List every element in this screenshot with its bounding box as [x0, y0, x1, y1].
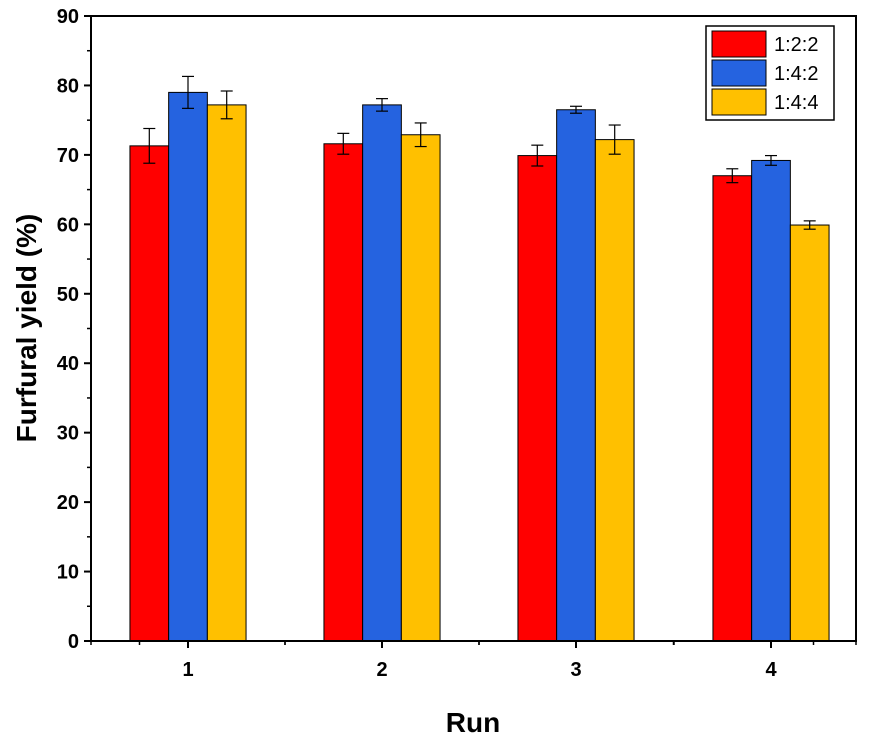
error-bar-run-4-1-2-2 — [726, 168, 739, 184]
legend: 1:2:2 1:4:2 1:4:4 — [705, 25, 835, 121]
error-bar-run-3-1-4-4 — [608, 124, 621, 155]
y-tick-label-50: 50 — [57, 284, 79, 306]
y-tick-label-70: 70 — [57, 145, 79, 167]
bar-run-2-1-4-4 — [400, 134, 441, 642]
y-tick-label-80: 80 — [57, 75, 79, 97]
error-bar-run-4-1-4-4 — [803, 220, 816, 230]
error-bar-run-2-1-4-4 — [414, 122, 427, 148]
y-tick-label-20: 20 — [57, 492, 79, 514]
error-bar-run-2-1-2-2 — [337, 132, 350, 155]
bar-run-2-1-4-2 — [362, 104, 402, 642]
y-tick-label-10: 10 — [57, 562, 79, 584]
bar-run-3-1-2-2 — [517, 155, 558, 642]
legend-item-1-4-2: 1:4:2 — [711, 59, 818, 87]
x-tick-label-2: 2 — [376, 659, 387, 681]
y-tick-label-40: 40 — [57, 353, 79, 375]
x-tick-label-4: 4 — [765, 659, 777, 681]
y-axis-title: Furfural yield (%) — [11, 214, 42, 443]
x-tick-label-3: 3 — [570, 659, 581, 681]
y-tick-label-30: 30 — [57, 423, 79, 445]
error-bar-run-3-1-4-2 — [570, 105, 582, 114]
legend-swatch-1-2-2 — [711, 30, 767, 58]
legend-item-1-2-2: 1:2:2 — [711, 30, 818, 58]
bar-run-1-1-2-2 — [129, 145, 170, 642]
legend-item-1-4-4: 1:4:4 — [711, 88, 818, 116]
bar-run-4-1-2-2 — [712, 175, 753, 642]
y-tick-label-60: 60 — [57, 214, 79, 236]
bar-run-1-1-4-4 — [206, 104, 247, 642]
legend-swatch-1-4-4 — [711, 88, 767, 116]
legend-swatch-1-4-2 — [711, 59, 767, 87]
legend-label-1-4-4: 1:4:4 — [774, 92, 818, 114]
error-bar-run-1-1-2-2 — [143, 127, 156, 164]
error-bar-run-1-1-4-4 — [220, 90, 233, 120]
bar-run-4-1-4-4 — [789, 224, 830, 642]
bar-run-2-1-2-2 — [323, 143, 364, 642]
error-bar-run-2-1-4-2 — [376, 98, 388, 112]
x-axis-title: Run — [446, 707, 500, 738]
legend-label-1-4-2: 1:4:2 — [774, 63, 818, 85]
bar-run-1-1-4-2 — [168, 91, 208, 642]
x-tick-label-1: 1 — [182, 659, 193, 681]
error-bar-run-1-1-4-2 — [182, 75, 194, 109]
y-tick-label-90: 90 — [57, 6, 79, 28]
bar-run-3-1-4-4 — [594, 139, 635, 642]
error-bar-run-4-1-4-2 — [765, 154, 777, 166]
error-bar-run-3-1-2-2 — [531, 144, 544, 167]
legend-label-1-2-2: 1:2:2 — [774, 34, 818, 56]
bar-run-3-1-4-2 — [556, 109, 596, 642]
bar-run-4-1-4-2 — [751, 159, 791, 642]
y-tick-label-0: 0 — [68, 631, 79, 653]
